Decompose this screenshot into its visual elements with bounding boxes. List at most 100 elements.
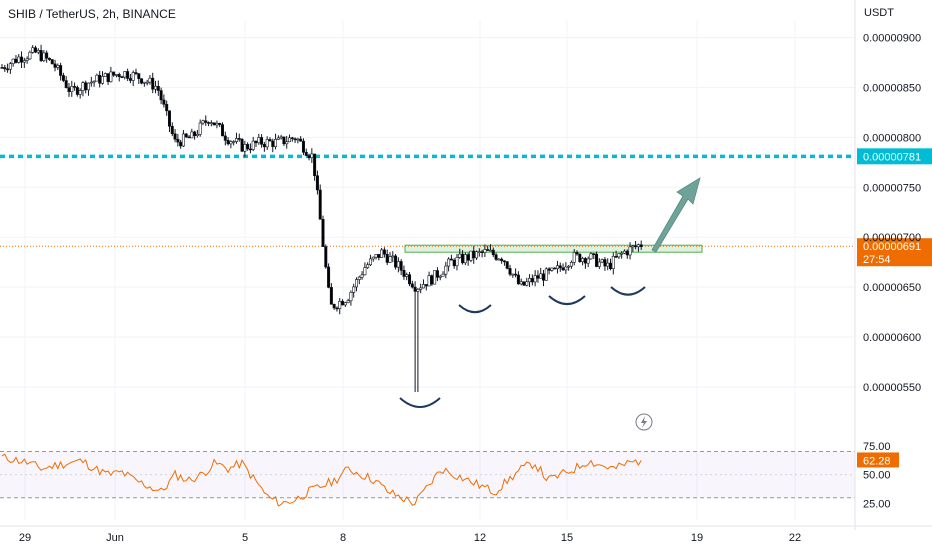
rsi-last-label: 62.28 xyxy=(863,455,891,467)
candle-body xyxy=(620,252,624,255)
candle-body xyxy=(240,139,244,152)
target-arrow xyxy=(651,177,701,253)
candle-body xyxy=(73,86,77,88)
candle-body xyxy=(187,136,191,139)
candle-body xyxy=(382,249,386,255)
candle-body xyxy=(505,261,509,269)
time-tick-label: 22 xyxy=(789,532,801,544)
candle-body xyxy=(569,262,573,267)
candle-body xyxy=(3,67,7,70)
candle-body xyxy=(299,138,303,142)
rsi-band-fill xyxy=(0,451,855,498)
candle-body xyxy=(276,137,280,140)
candle-body xyxy=(81,82,85,91)
candle-body xyxy=(112,71,116,76)
candle-body xyxy=(162,99,166,105)
time-axis: 29 Jun 5 8 12 15 19 22 xyxy=(0,525,932,544)
rsi-tick-label: 75.00 xyxy=(863,441,891,453)
candle-body xyxy=(447,258,451,267)
candle-body xyxy=(338,300,342,309)
candle-body xyxy=(140,78,144,84)
candle-body xyxy=(421,284,425,289)
candle-body xyxy=(455,257,459,267)
price-tick-label: 0.00000900 xyxy=(863,32,921,44)
candle-body xyxy=(343,302,347,306)
candle-body xyxy=(53,63,57,68)
candle-body xyxy=(561,267,565,271)
candle-body xyxy=(595,253,599,267)
candle-body xyxy=(234,138,238,142)
candle-body xyxy=(265,139,269,148)
resistance-label-box xyxy=(857,148,932,165)
candle-body xyxy=(33,47,37,53)
time-tick-label: 15 xyxy=(561,532,573,544)
candle-body xyxy=(463,254,467,264)
candle-body xyxy=(50,59,54,65)
candle-body xyxy=(22,60,26,63)
time-tick-label: 12 xyxy=(474,532,486,544)
candle-body xyxy=(555,265,559,269)
candle-body xyxy=(469,250,473,261)
candle-body xyxy=(625,250,629,256)
candle-body xyxy=(78,90,82,95)
candle-body xyxy=(349,292,353,302)
candle-body xyxy=(410,283,414,288)
candle-body xyxy=(237,138,241,140)
candle-body xyxy=(408,274,412,285)
time-tick-label: 29 xyxy=(19,532,31,544)
candle-body xyxy=(550,267,554,271)
candle-body xyxy=(394,255,398,268)
candle-body xyxy=(296,138,300,141)
candle-body xyxy=(67,87,71,93)
candle-body xyxy=(11,58,15,64)
candle-body xyxy=(502,260,506,263)
candle-body xyxy=(6,68,10,71)
candle-body xyxy=(64,80,68,88)
candle-body xyxy=(354,279,358,288)
candle-body xyxy=(181,133,185,147)
candle-body xyxy=(109,71,113,83)
candle-body xyxy=(352,286,356,293)
candle-body xyxy=(229,141,233,145)
candle-body xyxy=(385,253,389,263)
candle-body xyxy=(341,300,345,306)
candle-body xyxy=(536,275,540,279)
candle-body xyxy=(120,76,124,79)
candle-body xyxy=(260,137,264,145)
candle-body xyxy=(583,258,587,264)
annotations xyxy=(399,177,701,431)
candle-body xyxy=(31,47,35,53)
candle-body xyxy=(28,51,32,60)
candle-body xyxy=(622,250,626,254)
candle-body xyxy=(368,258,372,266)
candle-body xyxy=(547,268,551,271)
candle-body xyxy=(371,256,375,260)
time-tick-label: 19 xyxy=(691,532,703,544)
candle-body xyxy=(159,90,163,101)
candle-body xyxy=(603,259,607,267)
rsi-tick-label: 25.00 xyxy=(863,498,891,510)
grid xyxy=(0,20,855,520)
candle-body xyxy=(609,262,613,269)
candle-body xyxy=(195,134,199,137)
candle-body xyxy=(539,273,543,279)
candle-body xyxy=(148,77,152,83)
candle-body xyxy=(114,74,118,76)
resistance-label: 0.00000781 xyxy=(863,151,921,163)
candle-body xyxy=(360,274,364,278)
candle-body xyxy=(542,273,546,281)
candle-body xyxy=(290,137,294,140)
candle-body xyxy=(131,72,135,81)
candle-body xyxy=(304,152,308,156)
candle-body xyxy=(59,65,63,76)
right-curve xyxy=(548,295,586,306)
candle-body xyxy=(56,65,60,68)
breakout-zone xyxy=(404,244,703,253)
axis-unit: USDT xyxy=(864,7,894,19)
candle-body xyxy=(315,175,319,191)
candle-body xyxy=(597,261,601,267)
candle-body xyxy=(449,258,453,261)
candle-body xyxy=(128,78,132,81)
candle-body xyxy=(600,259,604,263)
